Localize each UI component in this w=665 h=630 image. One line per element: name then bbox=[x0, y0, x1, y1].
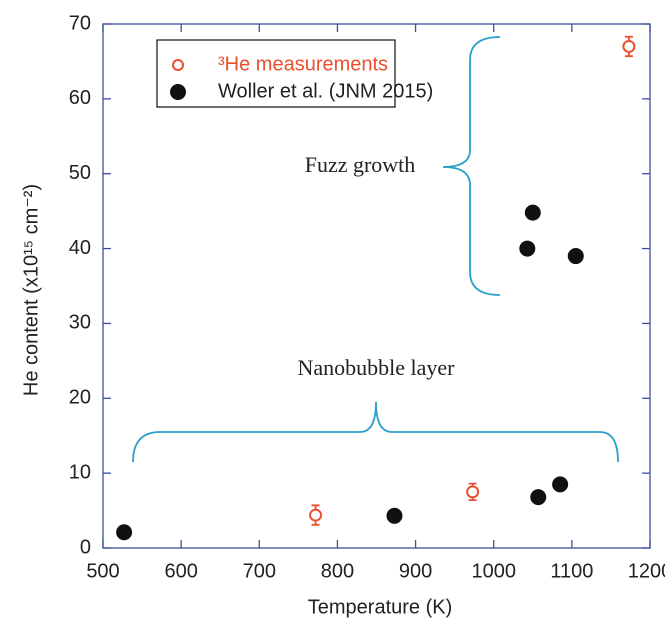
data-point bbox=[116, 524, 133, 541]
y-tick-label: 70 bbox=[69, 12, 91, 34]
nanobubble-brace bbox=[132, 401, 619, 463]
y-tick-label: 10 bbox=[69, 461, 91, 483]
data-point bbox=[530, 489, 547, 506]
legend-box bbox=[156, 39, 396, 108]
x-tick-label: 500 bbox=[86, 560, 119, 582]
annotation: Nanobubble layer bbox=[298, 355, 456, 380]
legend-marker bbox=[170, 84, 186, 100]
data-point bbox=[309, 508, 323, 522]
annotation: Fuzz growth bbox=[305, 152, 416, 177]
plot-frame bbox=[102, 23, 651, 549]
y-tick-label: 60 bbox=[69, 87, 91, 109]
y-tick-label: 40 bbox=[69, 237, 91, 259]
data-point bbox=[622, 39, 636, 53]
x-tick-label: 700 bbox=[243, 560, 276, 582]
x-tick-label: 600 bbox=[164, 560, 197, 582]
y-tick-label: 0 bbox=[80, 536, 91, 558]
x-axis-label: Temperature (K) bbox=[308, 596, 453, 618]
data-point bbox=[567, 248, 584, 265]
y-axis-label: He content (x10¹⁵ cm⁻²) bbox=[20, 184, 42, 396]
y-tick-label: 20 bbox=[69, 387, 91, 409]
x-tick-label: 1000 bbox=[471, 560, 516, 582]
data-point bbox=[519, 240, 536, 257]
legend-marker bbox=[172, 59, 184, 71]
data-point bbox=[552, 476, 569, 493]
y-tick-label: 30 bbox=[69, 312, 91, 334]
legend-label: Woller et al. (JNM 2015) bbox=[218, 80, 433, 102]
y-tick-label: 50 bbox=[69, 162, 91, 184]
legend-label: ³He measurements bbox=[218, 53, 388, 75]
x-tick-label: 900 bbox=[399, 560, 432, 582]
x-tick-label: 800 bbox=[321, 560, 354, 582]
data-point bbox=[386, 507, 403, 524]
data-point bbox=[466, 485, 480, 499]
x-tick-label: 1100 bbox=[550, 560, 593, 582]
fuzz-brace bbox=[442, 36, 501, 296]
data-point bbox=[524, 204, 541, 221]
